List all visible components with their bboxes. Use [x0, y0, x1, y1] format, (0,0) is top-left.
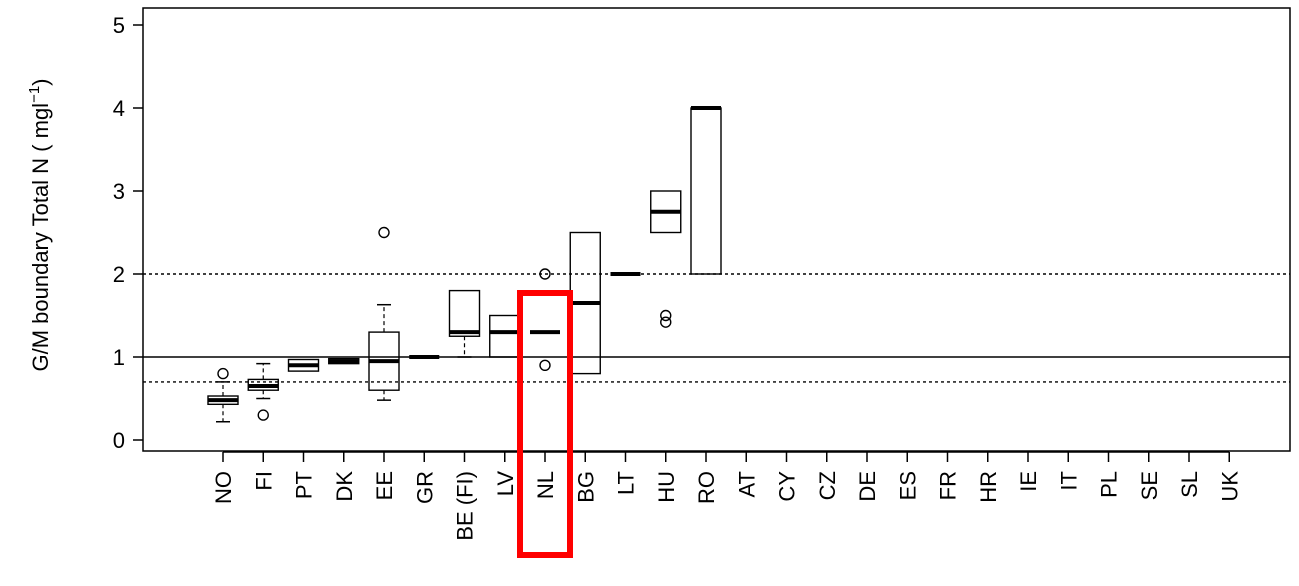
x-tick-label: HU [654, 471, 679, 503]
y-tick-label: 4 [113, 96, 125, 121]
y-axis-label-superscript: −1 [26, 86, 43, 103]
x-tick-label: FI [251, 471, 276, 491]
x-tick-label: FR [936, 471, 961, 500]
outlier-point [539, 359, 551, 371]
y-axis-label: G/M boundary Total N ( mgl−1) [26, 78, 53, 371]
y-tick-label: 1 [113, 345, 125, 370]
x-tick-label: SE [1137, 471, 1162, 500]
x-tick-label: LT [614, 471, 639, 495]
plot-frame [142, 7, 1291, 452]
x-tick-label: EE [372, 471, 397, 500]
x-tick-label: LV [493, 471, 518, 497]
x-tick-label: RO [694, 471, 719, 504]
outlier-point [660, 309, 672, 322]
x-tick-label: PL [1097, 471, 1122, 498]
x-tick-label: HR [976, 471, 1001, 503]
x-tick-label: NO [211, 471, 236, 504]
x-tick-label: SL [1177, 471, 1202, 498]
y-axis-label-close: ) [28, 78, 53, 85]
x-tick-label: BE (FI) [453, 471, 478, 541]
x-tick-label: CY [775, 471, 800, 502]
x-tick-label: PT [292, 471, 317, 499]
x-tick-label: BG [573, 471, 598, 503]
box-body [448, 289, 481, 337]
outlier-point [257, 409, 269, 421]
x-tick-label: CZ [815, 471, 840, 500]
x-tick-label: IE [1016, 471, 1041, 492]
x-tick-label: NL [533, 471, 558, 499]
y-tick-label: 2 [113, 262, 125, 287]
x-tick-label: DK [332, 471, 357, 502]
box-body [489, 314, 521, 358]
outlier-point [217, 367, 229, 380]
x-tick-label: IT [1056, 471, 1081, 491]
x-tick-label: AT [734, 471, 759, 497]
svg-text:G/M boundary Total N ( mgl−1): G/M boundary Total N ( mgl−1) [26, 78, 53, 371]
x-tick-label: ES [895, 471, 920, 500]
outlier-point [539, 268, 551, 280]
x-tick-label: UK [1217, 471, 1242, 502]
highlight-box [517, 290, 573, 558]
y-axis-label-main: G/M boundary Total N ( mgl [28, 103, 53, 372]
x-tick-label: DE [855, 471, 880, 502]
box-body [690, 107, 722, 275]
plot-area: 0 1 2 3 4 5 NO FI PT DK EE GR BE (FI) LV NL BG LT HU RO AT C… [113, 7, 1291, 558]
y-tick-label: 5 [113, 13, 125, 38]
y-tick-label: 3 [113, 179, 125, 204]
y-tick-label: 0 [113, 428, 125, 453]
outlier-point [378, 226, 390, 239]
x-tick-label: GR [412, 471, 437, 504]
outlier-point [660, 316, 672, 328]
